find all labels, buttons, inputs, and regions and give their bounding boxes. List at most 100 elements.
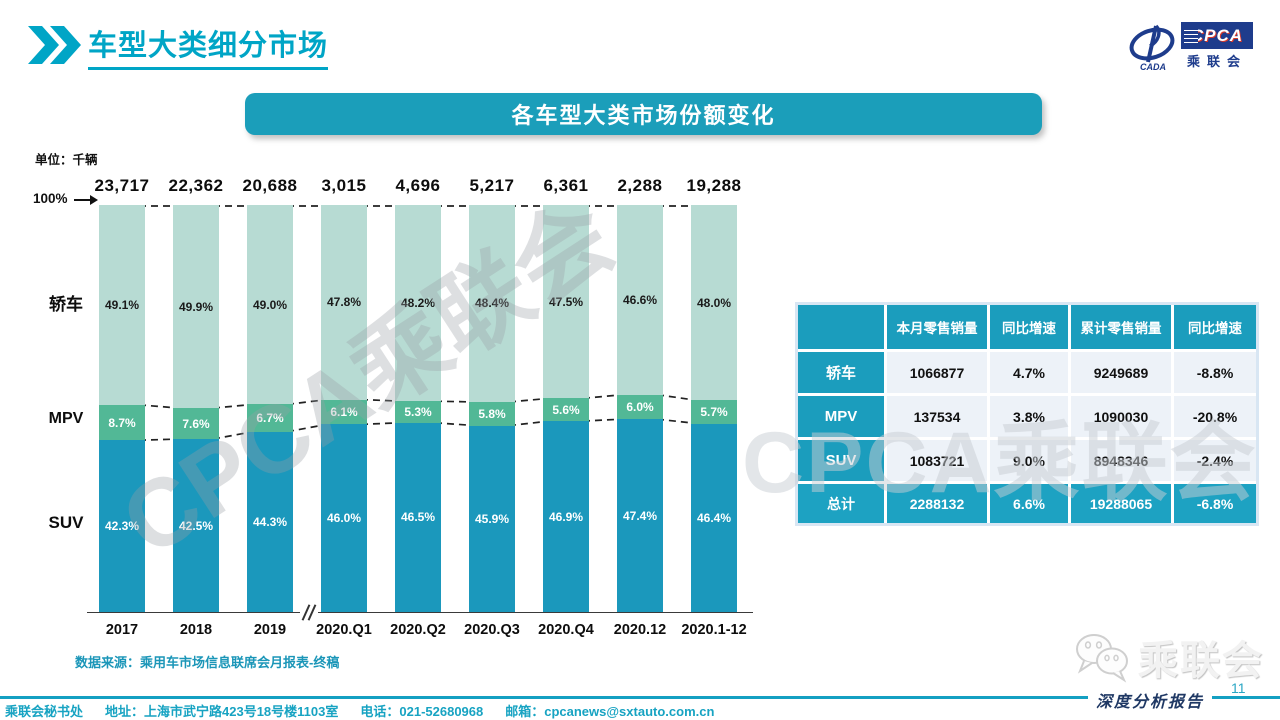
cpca-logo-acronym: CPCA [1181,22,1253,49]
percent-label: 45.9% [474,511,510,526]
wechat-bubbles-icon [1076,634,1128,683]
bar-segment-MPV: 6.1% [321,399,367,425]
bar-segment-SUV: 45.9% [469,425,515,612]
bar-segment-MPV: 5.3% [395,401,441,423]
table-header-cell: 累计零售销量 [1071,305,1171,349]
table-cell: 9249689 [1071,352,1171,393]
bar-segment-SUV: 46.0% [321,424,367,612]
table-header-cell [798,305,884,349]
page-title: 车型大类细分市场 [88,22,329,70]
percent-label: 47.5% [548,294,584,309]
unit-label: 单位：千辆 [35,153,98,167]
bar-segment-SUV: 44.3% [247,431,293,612]
total-label: 23,717 [94,176,150,195]
percent-label: 5.6% [552,402,580,417]
category-label: 2020.Q2 [390,622,446,638]
wechat-account-name: 乘联会 [1138,639,1264,683]
percent-label: 46.0% [326,511,362,526]
cpca-logo-cn: 乘联会 [1186,54,1247,69]
data-source-note: 数据来源：乘用车市场信息联席会月报表-终稿 [75,655,340,670]
table-cell: 19288065 [1071,484,1171,523]
percent-label: 47.8% [326,295,362,310]
percent-label: 42.5% [178,518,214,533]
table-cell: -6.8% [1174,484,1256,523]
total-label: 2,288 [617,176,663,195]
footer-address: 地址：上海市武宁路423号18号楼1103室 [105,704,339,719]
table-cell: 1083721 [887,440,987,481]
category-label: 2018 [179,622,213,638]
table-cell: 1090030 [1071,396,1171,437]
percent-label: 8.7% [108,415,136,430]
bar-2019: 49.0% 6.7% 44.3% [247,205,293,612]
bar-2020.Q4: 47.5% 5.6% 46.9% [543,205,589,612]
percent-label: 6.7% [256,411,284,426]
bar-segment-轿车: 47.5% [543,205,589,399]
bar-2018: 49.9% 7.6% 42.5% [173,205,219,612]
footer-email: 邮箱：cpcanews@sxtauto.com.cn [505,704,715,719]
bar-segment-MPV: 6.0% [617,394,663,420]
percent-label: 5.8% [478,406,506,421]
bar-2020.Q1: 47.8% 6.1% 46.0% [321,205,367,612]
total-label: 22,362 [168,176,224,195]
table-cell: 1066877 [887,352,987,393]
table-row-label: 总计 [798,484,884,523]
bar-2020.Q3: 48.4% 5.8% 45.9% [469,205,515,612]
bar-segment-轿车: 46.6% [617,205,663,395]
percent-label: 48.2% [400,296,436,311]
svg-text:CADA: CADA [1140,62,1166,72]
series-label-mpv: MPV [48,410,84,427]
bar-segment-轿车: 48.4% [469,205,515,402]
stacked-bar-chart: 49.1% 8.7% 42.3% 23,717 2017 49.9% 7.6% 42.5% 22… [87,176,753,638]
bar-segment-SUV: 47.4% [617,419,663,612]
percent-label: 46.9% [548,509,584,524]
bar-segment-轿车: 47.8% [321,205,367,400]
percent-label: 6.0% [626,399,654,414]
cpca-logo: CADA CPCA 乘联会 [1126,22,1256,78]
bar-segment-轿车: 49.1% [99,205,145,405]
percent-label: 5.3% [404,404,432,419]
total-label: 6,361 [543,176,589,195]
axis-break-mark [300,603,318,623]
percent-label: 48.0% [696,295,732,310]
table-cell: 4.7% [990,352,1068,393]
arrow-line [74,199,91,201]
percent-label: 47.4% [622,508,658,523]
bar-segment-轿车: 48.2% [395,205,441,402]
bar-segment-MPV: 8.7% [99,404,145,441]
percent-label: 7.6% [182,416,210,431]
series-label-suv: SUV [48,513,84,532]
total-label: 19,288 [686,176,742,195]
y-axis-100-label: 100% [33,191,68,206]
category-label: 2020.Q3 [464,622,520,638]
report-type-label: 深度分析报告 [1088,688,1213,712]
bar-segment-MPV: 7.6% [173,408,219,439]
table-cell: -8.8% [1174,352,1256,393]
table-header-cell: 同比增速 [1174,305,1256,349]
footer-phone: 电话：021-52680968 [360,704,484,719]
percent-label: 44.3% [252,514,288,529]
percent-label: 46.4% [696,510,732,525]
table-cell: 3.8% [990,396,1068,437]
category-label: 2019 [253,622,287,638]
percent-label: 6.1% [330,404,358,419]
bar-segment-轿车: 49.0% [247,205,293,405]
bar-segment-SUV: 46.5% [395,422,441,612]
total-label: 4,696 [395,176,441,195]
section-banner-text: 各车型大类市场份额变化 [511,103,776,128]
table-cell: -20.8% [1174,396,1256,437]
arrow-head-icon [90,195,98,205]
table-header-cell: 本月零售销量 [887,305,987,349]
table-cell: -2.4% [1174,440,1256,481]
bar-segment-轿车: 49.9% [173,205,219,409]
table-header-cell: 同比增速 [990,305,1068,349]
percent-label: 46.5% [400,510,436,525]
footer-divider [0,696,1280,699]
table-cell: 9.0% [990,440,1068,481]
summary-table: 本月零售销量 同比增速 累计零售销量 同比增速 轿车 1066877 4.7% 9249689… [795,302,1259,526]
category-label: 2020.1-12 [681,622,747,638]
x-axis-line [87,612,753,613]
bar-segment-SUV: 42.5% [173,439,219,612]
category-label: 2020.12 [613,622,667,638]
category-label: 2020.Q4 [538,622,594,638]
table-row-label: 轿车 [798,352,884,393]
